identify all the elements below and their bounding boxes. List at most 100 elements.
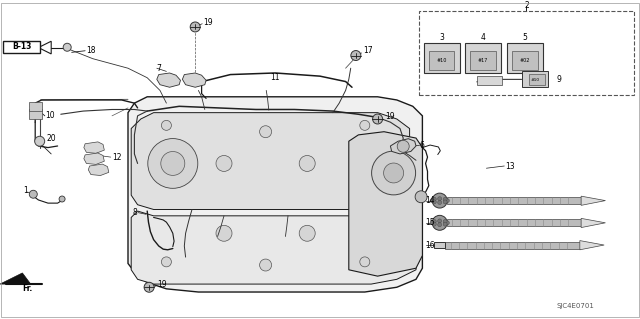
Text: 12: 12 xyxy=(112,152,122,162)
Circle shape xyxy=(144,282,154,292)
Circle shape xyxy=(161,152,185,175)
Bar xyxy=(29,101,42,111)
Polygon shape xyxy=(581,196,605,205)
Text: Fr.: Fr. xyxy=(22,284,32,293)
Circle shape xyxy=(148,138,198,188)
Text: 9: 9 xyxy=(557,75,562,84)
Polygon shape xyxy=(157,73,180,87)
Bar xyxy=(477,76,502,85)
Circle shape xyxy=(63,43,71,51)
Circle shape xyxy=(443,219,447,224)
Polygon shape xyxy=(38,41,51,54)
Circle shape xyxy=(300,155,315,171)
Text: B-13: B-13 xyxy=(12,42,31,51)
Circle shape xyxy=(161,120,172,130)
Polygon shape xyxy=(128,97,422,292)
Circle shape xyxy=(438,223,442,227)
Circle shape xyxy=(360,120,370,130)
Polygon shape xyxy=(131,113,410,210)
Text: 6: 6 xyxy=(419,141,424,150)
Bar xyxy=(3,41,40,53)
Bar xyxy=(445,241,580,249)
Bar xyxy=(507,43,543,73)
Text: 7: 7 xyxy=(157,64,162,73)
Text: 5: 5 xyxy=(522,33,527,42)
Circle shape xyxy=(372,151,415,195)
Bar xyxy=(447,219,581,226)
Circle shape xyxy=(438,201,442,204)
Text: #02: #02 xyxy=(520,58,530,63)
Circle shape xyxy=(438,197,442,201)
Bar xyxy=(512,51,538,70)
Polygon shape xyxy=(84,142,104,153)
Text: 19: 19 xyxy=(385,112,395,121)
Circle shape xyxy=(29,190,37,198)
Circle shape xyxy=(216,155,232,171)
Text: 17: 17 xyxy=(364,46,373,55)
Circle shape xyxy=(360,257,370,267)
Polygon shape xyxy=(0,273,31,284)
Circle shape xyxy=(216,225,232,241)
Circle shape xyxy=(445,221,449,225)
Polygon shape xyxy=(182,73,206,87)
Text: 20: 20 xyxy=(46,134,56,143)
Text: 18: 18 xyxy=(86,46,96,55)
Bar xyxy=(522,71,548,87)
Text: 3: 3 xyxy=(439,33,444,42)
Text: #10: #10 xyxy=(531,78,540,82)
Text: 19: 19 xyxy=(157,280,166,289)
Circle shape xyxy=(415,191,427,203)
Bar xyxy=(470,51,496,70)
Text: 13: 13 xyxy=(506,162,515,171)
Polygon shape xyxy=(581,219,605,227)
Circle shape xyxy=(161,257,172,267)
Text: 8: 8 xyxy=(133,208,138,217)
Circle shape xyxy=(432,200,436,204)
Circle shape xyxy=(430,221,434,225)
Bar xyxy=(434,242,445,248)
Circle shape xyxy=(260,259,271,271)
Bar xyxy=(429,51,454,70)
Circle shape xyxy=(432,197,436,201)
Circle shape xyxy=(443,200,447,204)
Bar xyxy=(419,11,634,95)
Text: #17: #17 xyxy=(478,58,488,63)
Text: 10: 10 xyxy=(45,111,54,120)
Text: 4: 4 xyxy=(481,33,486,42)
Text: 11: 11 xyxy=(271,73,280,82)
Circle shape xyxy=(443,222,447,226)
Circle shape xyxy=(300,225,315,241)
Circle shape xyxy=(443,197,447,201)
Circle shape xyxy=(432,219,436,224)
Bar xyxy=(29,109,42,119)
Polygon shape xyxy=(580,241,604,250)
Polygon shape xyxy=(390,139,416,154)
Circle shape xyxy=(438,219,442,223)
Polygon shape xyxy=(88,164,109,175)
Bar xyxy=(447,197,581,204)
Circle shape xyxy=(59,196,65,202)
Text: 1: 1 xyxy=(23,186,28,195)
Text: 14: 14 xyxy=(426,196,435,205)
Circle shape xyxy=(190,22,200,32)
Text: 16: 16 xyxy=(426,241,435,249)
Bar xyxy=(529,74,545,85)
Circle shape xyxy=(397,140,409,152)
Bar xyxy=(424,43,460,73)
Text: SJC4E0701: SJC4E0701 xyxy=(557,303,595,309)
Bar xyxy=(465,43,501,73)
Circle shape xyxy=(35,136,45,146)
Circle shape xyxy=(432,193,447,208)
Circle shape xyxy=(383,163,404,183)
Text: #10: #10 xyxy=(436,58,447,63)
Circle shape xyxy=(445,199,449,203)
Polygon shape xyxy=(349,132,422,276)
Circle shape xyxy=(432,222,436,226)
Text: 15: 15 xyxy=(426,218,435,227)
Circle shape xyxy=(430,199,434,203)
Circle shape xyxy=(372,114,383,124)
Polygon shape xyxy=(131,195,416,284)
Circle shape xyxy=(351,50,361,61)
Text: 19: 19 xyxy=(204,18,213,27)
Circle shape xyxy=(260,126,271,138)
